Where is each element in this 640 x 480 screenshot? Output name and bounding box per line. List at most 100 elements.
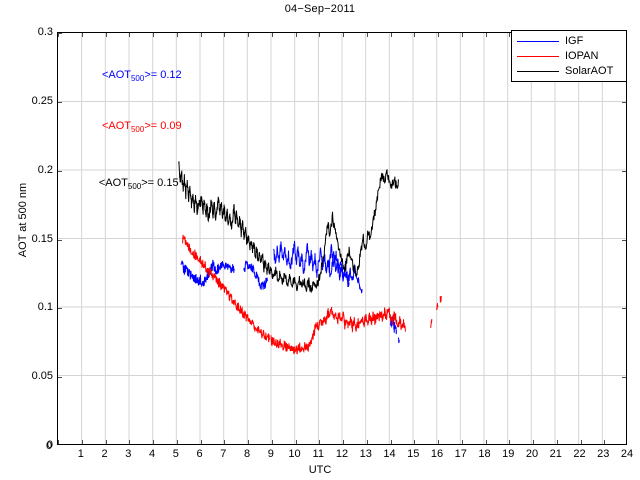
x-tick-mark [105, 33, 107, 37]
x-tick-label: 24 [620, 448, 634, 460]
x-tick-mark [153, 33, 154, 37]
x-tick-mark [390, 33, 392, 37]
x-tick-label: 20 [525, 448, 539, 460]
x-tick-mark [224, 33, 226, 37]
x-tick-mark [58, 33, 59, 37]
x-tick-label: 3 [125, 448, 132, 460]
legend-swatch-iopan [517, 56, 559, 57]
x-tick-mark [485, 33, 487, 37]
x-tick-mark [295, 440, 297, 444]
y-tick-label: 0 [46, 439, 53, 451]
series-layer [58, 33, 626, 444]
x-tick-mark [81, 440, 83, 444]
x-tick-mark [200, 33, 202, 37]
y-tick-mark [58, 377, 62, 379]
x-tick-mark [319, 33, 321, 37]
series-line-igf [180, 259, 235, 288]
x-tick-mark [556, 440, 558, 444]
x-tick-mark [604, 440, 606, 444]
x-tick-mark [366, 33, 368, 37]
y-tick-mark [622, 308, 626, 310]
y-tick-label: 0.1 [37, 301, 53, 314]
y-tick-mark [622, 101, 626, 103]
y-tick-label: 0.2 [37, 163, 53, 176]
series-line-igf [397, 337, 400, 344]
y-tick-label: 0.3 [37, 26, 53, 38]
plot-area: <AOT500>= 0.12 <AOT500>= 0.09 <AOT500>= 0.… [57, 32, 627, 445]
series-line-igf [328, 244, 363, 294]
x-tick-mark [176, 33, 178, 37]
x-tick-mark [461, 440, 463, 444]
x-tick-mark [248, 440, 249, 444]
x-tick-mark [295, 33, 297, 37]
x-tick-label: 6 [196, 448, 203, 460]
y-tick-mark [58, 239, 62, 241]
x-tick-mark [105, 440, 107, 444]
x-tick-mark [343, 33, 344, 37]
x-tick-label: 14 [383, 448, 396, 460]
y-tick-label: 0.05 [31, 370, 53, 383]
y-tick-mark [58, 308, 62, 310]
x-tick-label: 16 [430, 448, 444, 460]
y-tick-mark [58, 33, 62, 34]
x-tick-label: 11 [312, 448, 324, 460]
x-tick-label: 18 [478, 448, 491, 460]
y-tick-mark [622, 170, 626, 172]
y-tick-label: 0.15 [31, 232, 53, 245]
legend-label: IOPAN [565, 50, 599, 62]
x-tick-label: 7 [220, 448, 227, 460]
x-tick-mark [414, 440, 416, 444]
x-tick-mark [81, 33, 83, 37]
x-tick-label: 23 [597, 448, 610, 460]
x-tick-label: 9 [267, 448, 274, 460]
legend: IGF IOPAN SolarAOT [511, 30, 627, 82]
x-tick-label: 22 [573, 448, 586, 460]
legend-item-igf[interactable]: IGF [512, 34, 626, 49]
y-tick-label: 0.25 [31, 94, 53, 107]
x-tick-mark [224, 440, 226, 444]
series-line-igf [273, 240, 350, 287]
series-line-iopan [430, 319, 433, 328]
x-tick-label: 19 [502, 448, 515, 460]
annotation-layer: <AOT500>= 0.12 <AOT500>= 0.09 <AOT500>= 0.… [58, 33, 626, 444]
x-tick-mark [248, 33, 249, 37]
x-tick-mark [485, 440, 487, 444]
x-tick-mark [200, 440, 202, 444]
y-axis-tick-labels: 0 0.05 0.1 0.15 0.2 0.25 0.3 [0, 0, 53, 480]
x-tick-label: 17 [454, 448, 467, 460]
x-tick-label: 21 [549, 448, 562, 460]
x-tick-label: 0 [45, 440, 53, 452]
y-tick-mark [622, 239, 626, 241]
series-line-iopan [270, 306, 406, 355]
legend-label: SolarAOT [565, 65, 614, 77]
x-tick-label: 8 [243, 448, 251, 460]
y-tick-mark [622, 377, 626, 379]
x-tick-mark [153, 440, 154, 444]
x-tick-mark [438, 440, 439, 444]
x-tick-label: 15 [407, 448, 420, 460]
y-tick-mark [58, 101, 62, 103]
chart-title: 04−Sep−2011 [284, 3, 356, 15]
x-tick-mark [176, 440, 178, 444]
x-tick-mark [343, 440, 344, 444]
legend-swatch-solaraot [517, 71, 559, 72]
y-tick-mark [58, 170, 62, 172]
legend-label: IGF [565, 35, 584, 47]
y-axis-label: AOT at 500 nm [17, 182, 29, 258]
x-tick-mark [129, 33, 131, 37]
series-line-iopan [181, 234, 271, 343]
x-tick-mark [366, 440, 368, 444]
legend-item-iopan[interactable]: IOPAN [512, 49, 626, 64]
x-tick-label: 13 [359, 448, 372, 460]
x-tick-mark [509, 33, 511, 37]
legend-item-solaraot[interactable]: SolarAOT [512, 64, 626, 79]
series-line-solaraot [178, 161, 399, 293]
aot-mean-annotation: <AOT500>= 0.15 [98, 177, 179, 192]
series-line-igf [243, 260, 268, 290]
x-tick-label: 4 [148, 448, 156, 460]
x-tick-label: 2 [101, 448, 108, 460]
series-line-iopan [439, 295, 442, 303]
x-tick-mark [271, 33, 273, 37]
x-tick-mark [58, 440, 59, 444]
